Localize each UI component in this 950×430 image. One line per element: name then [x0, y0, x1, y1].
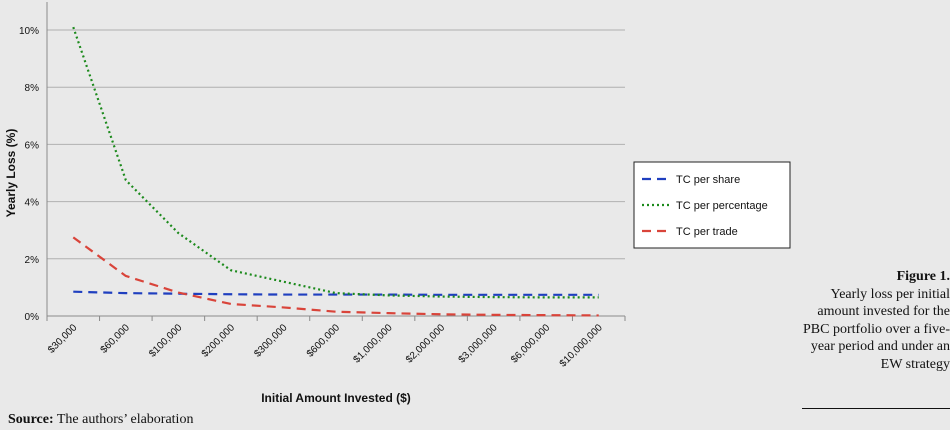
- x-tick-label: $200,000: [200, 322, 238, 360]
- figure-caption: Figure 1. Yearly loss per initial amount…: [790, 268, 950, 373]
- axes: [46, 2, 626, 321]
- figure-caption-text: Yearly loss per initial amount invested …: [803, 286, 950, 372]
- y-tick-label: 0%: [25, 312, 40, 323]
- source-label: Source:: [8, 412, 54, 427]
- x-tick-labels: $30,000 $60,000 $100,000 $200,000 $300,000 $6…: [46, 322, 605, 369]
- legend-box: [633, 161, 791, 249]
- x-tick-label: $3,000,000: [457, 322, 500, 365]
- x-tick-label: $100,000: [147, 322, 185, 360]
- y-tick-labels: 0% 2% 4% 6% 8% 10%: [19, 26, 39, 323]
- source-note: Source: The authors’ elaboration: [8, 412, 193, 428]
- x-tick-label: $300,000: [252, 322, 290, 360]
- x-axis-title: Initial Amount Invested ($): [261, 391, 411, 405]
- legend: TC per share TC per percentage TC per trad…: [633, 161, 791, 249]
- legend-label-3: TC per trade: [676, 226, 738, 238]
- source-text: The authors’ elaboration: [56, 412, 194, 427]
- y-tick-label: 8%: [25, 83, 40, 94]
- caption-rule: [802, 408, 950, 409]
- x-tick-label: $60,000: [99, 322, 133, 356]
- x-tick-label: $1,000,000: [351, 322, 394, 365]
- figure-label: Figure 1.: [896, 269, 950, 284]
- legend-label-1: TC per share: [676, 174, 740, 186]
- x-tick-label: $2,000,000: [404, 322, 447, 365]
- y-tick-label: 6%: [25, 140, 40, 151]
- series-lines: [72, 26, 599, 317]
- series-line-2: [72, 26, 599, 299]
- series-line-1: [73, 290, 599, 296]
- x-tick-label: $600,000: [305, 322, 343, 360]
- y-tick-label: 2%: [25, 255, 40, 266]
- x-tick-label: $10,000,000: [558, 322, 605, 369]
- x-tick-label: $30,000: [46, 322, 80, 356]
- y-tick-label: 4%: [25, 198, 40, 209]
- legend-label-2: TC per percentage: [676, 200, 768, 212]
- y-tick-label: 10%: [19, 26, 39, 37]
- series-line-3: [72, 236, 599, 317]
- x-tick-label: $6,000,000: [509, 322, 552, 365]
- grid: [47, 29, 625, 260]
- y-axis-title: Yearly Loss (%): [4, 129, 18, 218]
